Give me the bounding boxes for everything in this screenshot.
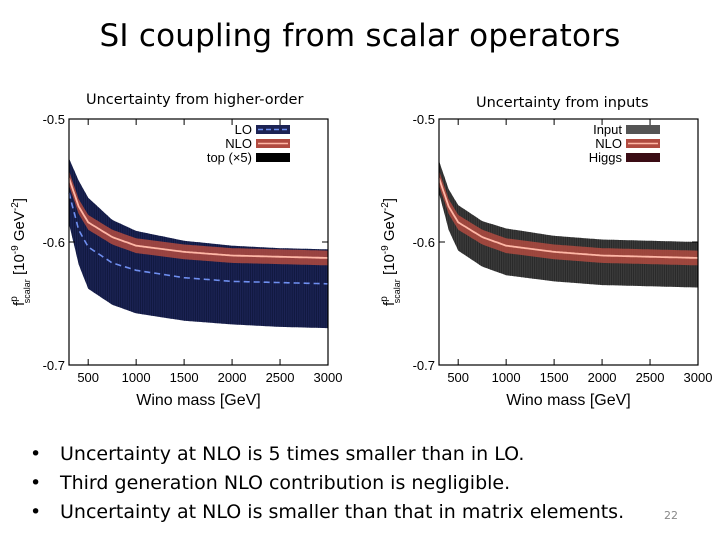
x-tick-label: 500: [447, 370, 469, 385]
y-tick-label: -0.7: [413, 358, 435, 373]
x-axis-label: Wino mass [GeV]: [136, 392, 260, 409]
bullet-item: Uncertainty at NLO is 5 times smaller th…: [28, 440, 624, 469]
x-tick-label: 3000: [684, 370, 713, 385]
y-tick-label: -0.6: [413, 235, 435, 250]
x-tick-label: 1000: [122, 370, 151, 385]
x-tick-label: 1500: [540, 370, 569, 385]
bullet-item: Third generation NLO contribution is neg…: [28, 469, 624, 498]
page-number: 22: [664, 509, 678, 522]
y-tick-label: -0.5: [413, 112, 435, 127]
slide-title: SI coupling from scalar operators: [99, 18, 621, 54]
x-tick-label: 2000: [218, 370, 247, 385]
x-tick-label: 2000: [588, 370, 617, 385]
legend-label: NLO: [225, 136, 252, 151]
x-tick-label: 1500: [170, 370, 199, 385]
y-tick-label: -0.7: [43, 358, 65, 373]
nlo-central-line: [68, 177, 329, 259]
x-tick-label: 1000: [492, 370, 521, 385]
chart-higher-order: 500 1000 1500 2000 2500 3000 -0.5 -0.6 -0.7 Wino …: [9, 112, 343, 409]
y-axis-label: fp scalar [10-9 GeV-2]: [379, 198, 402, 306]
bullet-item: Uncertainty at NLO is smaller than that …: [28, 498, 624, 527]
y-tick-label: -0.5: [43, 112, 65, 127]
right-panel-subtitle: Uncertainty from inputs: [476, 95, 649, 111]
left-panel-subtitle: Uncertainty from higher-order: [86, 92, 304, 108]
x-tick-label: 2500: [636, 370, 665, 385]
legend-swatch-lo: [256, 125, 290, 134]
legend-swatch-top: [256, 153, 290, 162]
legend-swatch-input: [626, 125, 660, 134]
legend-label: Higgs: [589, 150, 623, 165]
x-axis-label: Wino mass [GeV]: [506, 392, 630, 409]
y-tick-label: -0.6: [43, 235, 65, 250]
x-tick-label: 500: [77, 370, 99, 385]
nlo-uncertainty-band: [69, 170, 328, 266]
legend-swatch-higgs: [626, 153, 660, 162]
legend-label: LO: [235, 122, 252, 137]
chart-inputs: 500 1000 1500 2000 2500 3000 -0.5 -0.6 -0.7 Wino …: [379, 112, 713, 409]
nlo-central-line: [438, 177, 699, 259]
x-tick-label: 3000: [314, 370, 343, 385]
nlo-uncertainty-band: [439, 170, 698, 266]
legend-label: top (×5): [207, 150, 252, 165]
x-tick-label: 2500: [266, 370, 295, 385]
legend-label: NLO: [595, 136, 622, 151]
y-axis-label: fp scalar [10-9 GeV-2]: [9, 198, 32, 306]
lo-central-line: [68, 192, 328, 285]
bullet-list: Uncertainty at NLO is 5 times smaller th…: [28, 440, 624, 527]
legend-label: Input: [593, 122, 622, 137]
